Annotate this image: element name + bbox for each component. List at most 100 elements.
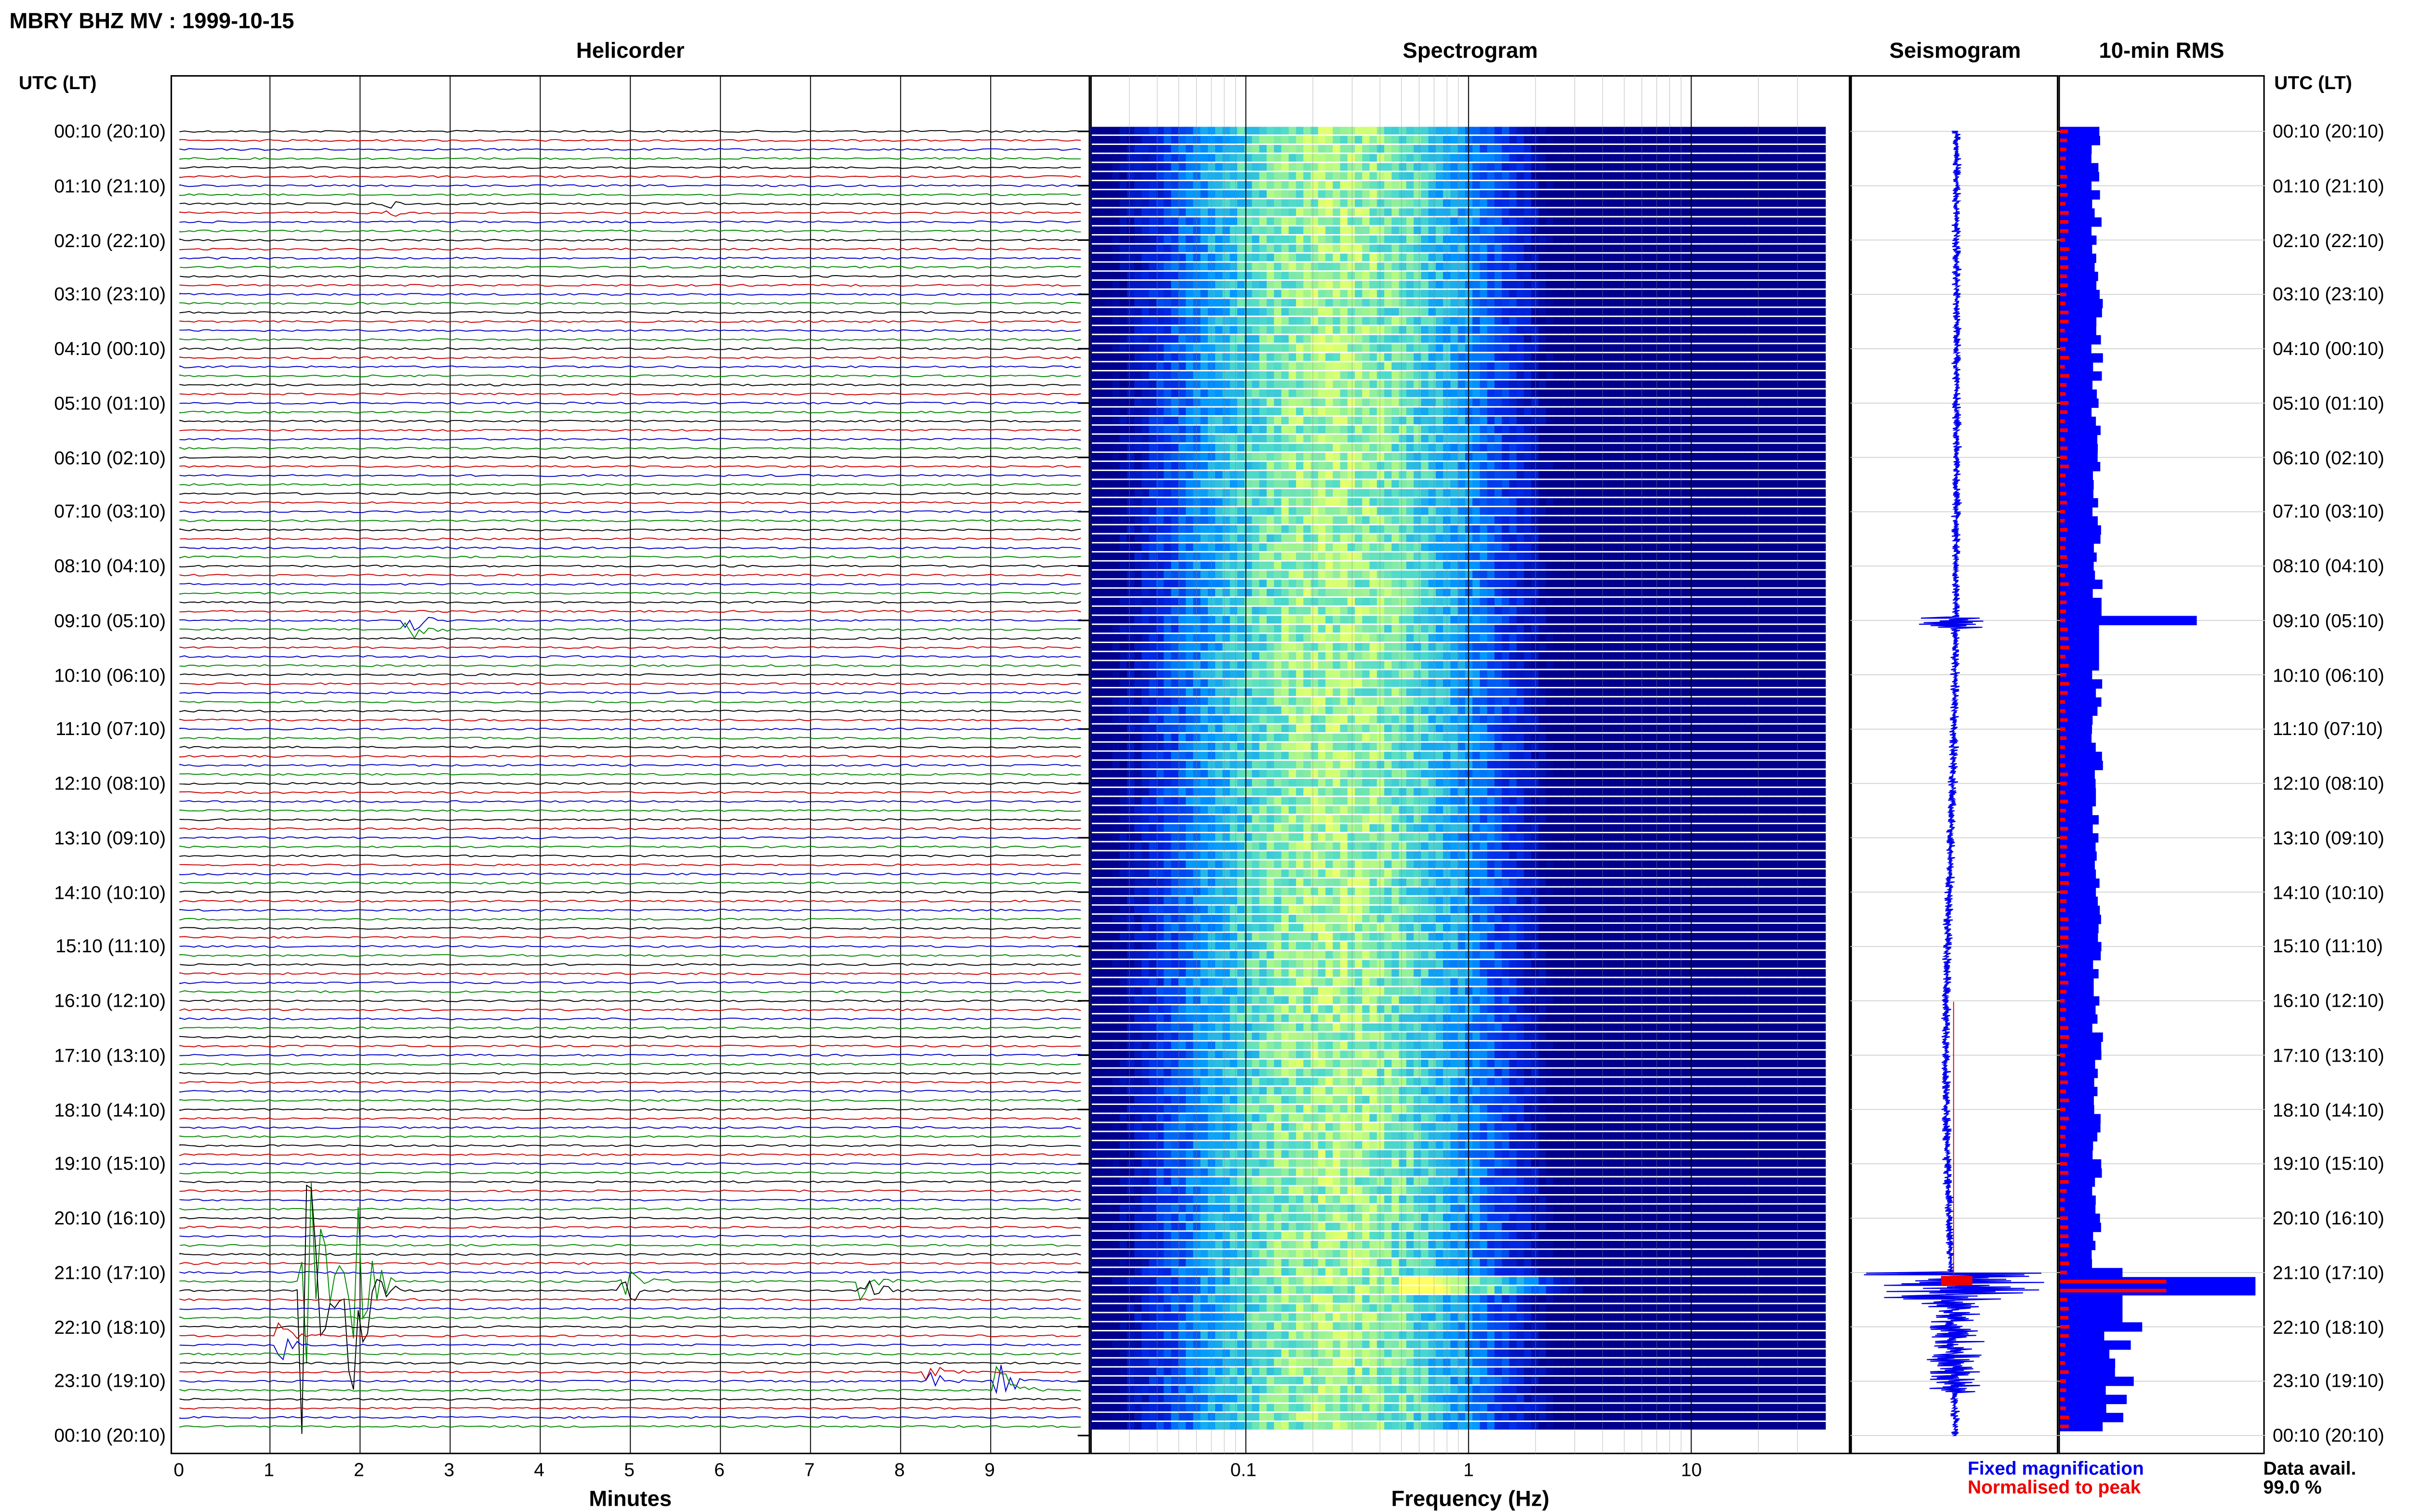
spectrogram-cell <box>1590 525 1598 533</box>
spectrogram-cell <box>1259 453 1267 461</box>
spectrogram-cell <box>1744 317 1752 325</box>
spectrogram-cell <box>1171 326 1179 334</box>
spectrogram-cell <box>1523 498 1532 506</box>
spectrogram-cell <box>1553 389 1562 397</box>
spectrogram-cell <box>1325 308 1334 316</box>
spectrogram-cell <box>1494 217 1503 225</box>
spectrogram-cell <box>1656 389 1664 397</box>
spectrogram-cell <box>1274 362 1282 370</box>
spectrogram-cell <box>1759 145 1767 153</box>
spectrogram-cell <box>1274 344 1282 352</box>
spectrogram-cell <box>1200 136 1208 144</box>
spectrogram-row <box>1090 326 1826 334</box>
spectrogram-cell <box>1751 263 1760 271</box>
spectrogram-cell <box>1634 308 1642 316</box>
spectrogram-cell <box>1656 453 1664 461</box>
spectrogram-cell <box>1288 226 1297 234</box>
spectrogram-cell <box>1274 127 1282 135</box>
spectrogram-cell <box>1597 543 1605 552</box>
spectrogram-cell <box>1105 425 1113 434</box>
spectrogram-cell <box>1531 453 1539 461</box>
spectrogram-cell <box>1685 425 1694 434</box>
spectrogram-cell <box>1281 408 1289 416</box>
spectrogram-cell <box>1428 516 1436 524</box>
spectrogram-cell <box>1604 507 1613 515</box>
spectrogram-cell <box>1237 244 1245 252</box>
spectrogram-cell <box>1766 389 1774 397</box>
spectrogram-cell <box>1391 480 1400 488</box>
spectrogram-cell <box>1737 217 1745 225</box>
spectrogram-cell <box>1487 317 1495 325</box>
spectrogram-cell <box>1127 371 1135 379</box>
spectrogram-cell <box>1164 380 1172 388</box>
spectrogram-cell <box>1164 389 1172 397</box>
spectrogram-cell <box>1553 434 1562 443</box>
spectrogram-cell <box>1818 199 1826 207</box>
spectrogram-cell <box>1105 172 1113 180</box>
spectrogram-cell <box>1693 507 1701 515</box>
spectrogram-cell <box>1274 408 1282 416</box>
spectrogram-cell <box>1119 208 1128 216</box>
spectrogram-cell <box>1663 480 1672 488</box>
spectrogram-cell <box>1406 244 1415 252</box>
spectrogram-cell <box>1546 534 1554 542</box>
spectrogram-cell <box>1766 344 1774 352</box>
spectrogram-cell <box>1090 461 1098 470</box>
spectrogram-cell <box>1377 534 1385 542</box>
spectrogram-cell <box>1494 317 1503 325</box>
spectrogram-cell <box>1377 136 1385 144</box>
spectrogram-cell <box>1377 362 1385 370</box>
spectrogram-cell <box>1399 525 1407 533</box>
spectrogram-cell <box>1634 208 1642 216</box>
spectrogram-row <box>1090 289 1826 298</box>
helicorder-trace <box>179 1407 1081 1410</box>
spectrogram-cell <box>1296 226 1304 234</box>
spectrogram-cell <box>1171 136 1179 144</box>
spectrogram-cell <box>1428 163 1436 171</box>
spectrogram-cell <box>1583 127 1591 135</box>
spectrogram-cell <box>1421 498 1429 506</box>
spectrogram-cell <box>1737 208 1745 216</box>
spectrogram-cell <box>1561 353 1569 361</box>
spectrogram-cell <box>1774 461 1782 470</box>
spectrogram-cell <box>1715 516 1723 524</box>
spectrogram-cell <box>1568 263 1576 271</box>
spectrogram-cell <box>1428 136 1436 144</box>
spectrogram-cell <box>1516 181 1524 189</box>
spectrogram-cell <box>1105 280 1113 289</box>
spectrogram-cell <box>1722 317 1731 325</box>
spectrogram-cell <box>1715 299 1723 307</box>
spectrogram-cell <box>1296 163 1304 171</box>
spectrogram-cell <box>1399 471 1407 479</box>
spectrogram-cell <box>1553 136 1562 144</box>
helicorder-trace <box>179 845 1081 848</box>
spectrogram-cell <box>1649 507 1657 515</box>
spectrogram-cell <box>1414 480 1422 488</box>
spectrogram-cell <box>1656 163 1664 171</box>
spectrogram-cell <box>1619 217 1628 225</box>
spectrogram-cell <box>1811 145 1819 153</box>
spectrogram-cell <box>1414 389 1422 397</box>
spectrogram-row <box>1090 154 1826 162</box>
spectrogram-cell <box>1450 226 1458 234</box>
spectrogram-cell <box>1619 235 1628 243</box>
spectrogram-cell <box>1494 416 1503 424</box>
spectrogram-cell <box>1583 317 1591 325</box>
helicorder-trace <box>179 908 1081 912</box>
spectrogram-cell <box>1818 416 1826 424</box>
spectrogram-cell <box>1774 471 1782 479</box>
spectrogram-cell <box>1575 244 1584 252</box>
spectrogram-cell <box>1656 244 1664 252</box>
spectrogram-cell <box>1193 208 1201 216</box>
spectrogram-cell <box>1200 253 1208 262</box>
spectrogram-cell <box>1340 145 1348 153</box>
spectrogram-cell <box>1634 408 1642 416</box>
spectrogram-cell <box>1575 299 1584 307</box>
spectrogram-cell <box>1414 226 1422 234</box>
spectrogram-cell <box>1597 154 1605 162</box>
spectrogram-cell <box>1722 425 1731 434</box>
spectrogram-cell <box>1523 389 1532 397</box>
spectrogram-cell <box>1333 263 1341 271</box>
spectrogram-cell <box>1244 525 1253 533</box>
spectrogram-cell <box>1634 453 1642 461</box>
